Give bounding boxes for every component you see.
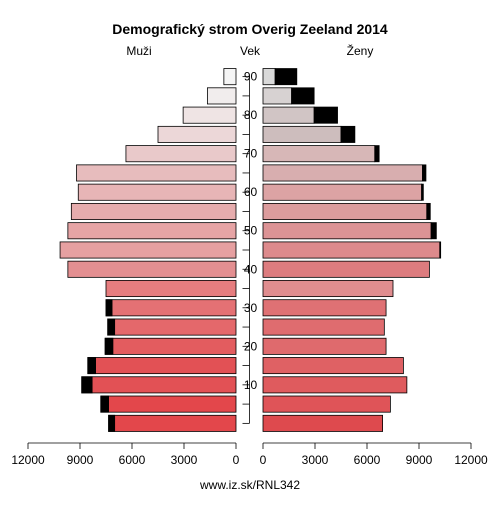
x-tick-label: 3000 (302, 453, 329, 467)
male-excess-bar (100, 395, 110, 413)
male-bar (70, 202, 237, 220)
female-excess-bar (426, 202, 431, 220)
female-bar (262, 318, 385, 336)
male-bar (67, 260, 237, 278)
x-tick-label: 6000 (119, 453, 146, 467)
age-tick-label: 60 (244, 185, 258, 199)
female-bar (262, 395, 391, 413)
age-tick-label: 10 (244, 378, 258, 392)
male-bar (77, 183, 237, 201)
female-excess-bar (374, 145, 380, 163)
female-bar (262, 299, 387, 317)
male-bar (223, 68, 237, 86)
male-excess-bar (87, 357, 97, 375)
male-excess-bar (107, 318, 116, 336)
female-bar (262, 202, 428, 220)
male-bar (206, 87, 237, 105)
female-bar (262, 260, 430, 278)
male-bar (157, 125, 237, 143)
footer-url: www.iz.sk/RNL342 (199, 478, 300, 492)
female-bar (262, 337, 387, 355)
x-axis: 12000 0 9000 3000 6000 6000 3000 9000 0 12000 (11, 442, 488, 467)
age-tick-label: 90 (244, 70, 258, 84)
male-bar (104, 337, 237, 355)
female-bar (262, 183, 423, 201)
male-bar (125, 145, 237, 163)
x-tick-label: 0 (260, 453, 267, 467)
male-excess-bar (105, 299, 113, 317)
female-bar (262, 106, 315, 124)
age-axis-label: Vek (240, 44, 261, 58)
female-bar (262, 68, 276, 86)
age-tick-label: 20 (244, 339, 258, 353)
female-excess-bar (291, 87, 315, 105)
female-bar (262, 241, 441, 259)
right-series-label: Ženy (347, 43, 374, 58)
female-excess-bar (422, 164, 427, 182)
x-tick-label: 6000 (354, 453, 381, 467)
male-bar (81, 376, 237, 394)
male-bar (100, 395, 237, 413)
male-bar (105, 280, 237, 298)
age-tick-label: 50 (244, 224, 258, 238)
x-tick-label: 9000 (67, 453, 94, 467)
female-excess-bar (274, 68, 298, 86)
age-tick-label: 40 (244, 262, 258, 276)
female-bar (262, 125, 342, 143)
female-excess-bar (340, 125, 356, 143)
male-bar (105, 299, 237, 317)
age-tick-label: 30 (244, 301, 258, 315)
age-tick-label: 70 (244, 147, 258, 161)
female-bar (262, 357, 404, 375)
female-excess-bar (430, 222, 437, 240)
chart-title: Demografický strom Overig Zeeland 2014 (112, 21, 388, 37)
female-bar (262, 222, 432, 240)
female-bar (262, 414, 383, 432)
female-excess-bar (439, 241, 442, 259)
left-series-label: Muži (126, 44, 151, 58)
age-tick-label: 80 (244, 108, 258, 122)
age-axis: 10 20 30 40 50 60 70 80 90 (242, 70, 258, 424)
female-bars (262, 68, 442, 432)
male-excess-bar (108, 414, 116, 432)
male-bar (108, 414, 237, 432)
female-excess-bar (313, 106, 338, 124)
male-excess-bar (81, 376, 93, 394)
x-tick-label: 12000 (11, 453, 45, 467)
male-bars (59, 68, 237, 432)
female-bar (262, 376, 408, 394)
x-tick-label: 12000 (454, 453, 488, 467)
female-bar (262, 145, 376, 163)
female-bar (262, 164, 423, 182)
male-bar (87, 357, 237, 375)
male-bar (107, 318, 237, 336)
x-tick-label: 0 (233, 453, 240, 467)
female-excess-bar (421, 183, 424, 201)
x-tick-label: 3000 (171, 453, 198, 467)
female-bar (262, 87, 293, 105)
male-bar (67, 222, 237, 240)
male-bar (76, 164, 237, 182)
male-bar (182, 106, 237, 124)
male-excess-bar (104, 337, 114, 355)
x-tick-label: 9000 (406, 453, 433, 467)
female-bar (262, 280, 394, 298)
male-bar (59, 241, 237, 259)
